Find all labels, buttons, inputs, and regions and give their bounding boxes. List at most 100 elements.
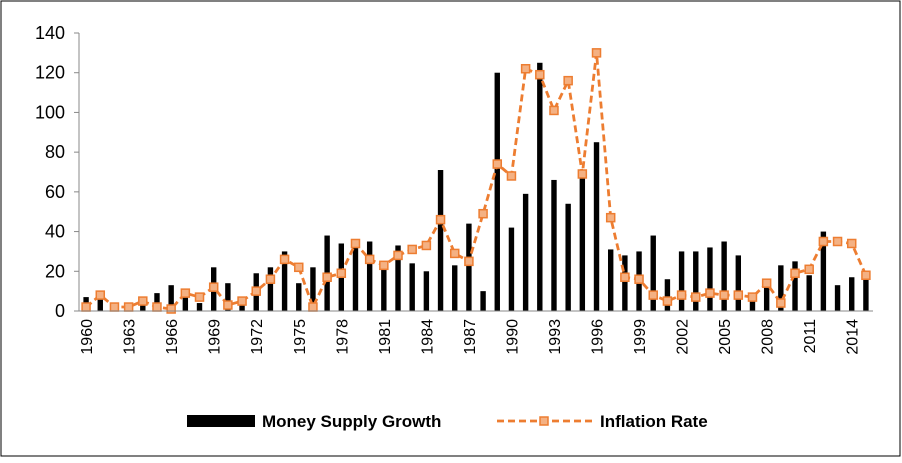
bar [607,249,614,311]
y-tick-label: 20 [45,261,65,281]
bar [452,265,458,311]
bar [97,299,103,311]
line-marker [846,238,857,249]
bar [707,247,713,311]
line-marker [605,212,616,223]
bar [820,231,827,311]
line-marker [251,286,261,296]
bar [721,241,727,311]
bar [622,255,628,311]
bar [522,193,529,311]
line-marker [308,302,318,312]
bar [423,271,430,311]
line-marker [818,236,829,247]
x-tick-label: 2011 [802,319,819,354]
line-marker [733,290,744,300]
bar [863,271,869,311]
bar [168,285,174,311]
bar [834,285,841,311]
bar [281,251,288,311]
line-marker [152,302,162,312]
line-marker [322,272,332,282]
bar [225,283,231,311]
y-tick-label: 40 [45,222,65,242]
line-marker [478,208,488,219]
x-tick-label: 1984 [419,319,436,355]
line-marker [747,292,758,302]
line-marker [705,288,715,298]
line-marker [577,169,588,179]
line-marker [761,278,772,288]
bar [678,251,685,311]
line-marker [81,302,91,312]
line-marker [407,244,417,255]
y-tick-label: 60 [45,182,65,202]
x-tick-label: 1993 [547,319,564,355]
bar [565,203,571,311]
bar [381,261,387,311]
x-tick-label: 1981 [377,319,394,355]
bar [551,179,557,311]
x-tick-label: 1999 [632,319,649,355]
line-marker [520,63,531,74]
bar [778,265,784,311]
line-marker [393,250,403,261]
line-marker [138,296,148,306]
line-marker [237,296,247,306]
line-marker [279,254,290,265]
line-marker [180,288,191,298]
bar [480,291,486,311]
bar [494,72,500,311]
bar [437,170,444,311]
line-marker [421,240,432,251]
bar [267,267,274,311]
line-marker [832,236,843,247]
line-marker [549,105,559,116]
x-tick-label: 1975 [292,319,309,355]
bar [296,283,302,311]
line-marker [790,268,800,279]
bar [352,241,359,311]
x-tick-label: 2005 [717,319,734,355]
bar [366,241,373,311]
line-marker [591,48,602,58]
legend-label: Money Supply Growth [262,412,441,431]
bar [537,62,543,312]
y-tick-label: 100 [35,102,65,122]
line-marker [506,171,517,181]
line-marker [776,298,786,308]
line-marker [662,296,673,306]
bar [849,277,855,311]
line-marker [336,268,347,279]
bar [239,301,245,311]
line-marker [804,264,814,275]
line-marker [166,304,176,314]
bar [806,275,812,311]
line-marker [492,159,503,169]
line-marker [861,270,871,281]
line-marker [464,256,474,267]
bar [664,279,671,311]
line-marker [379,260,389,271]
bar [310,267,316,311]
bar [140,303,146,311]
x-tick-label: 1969 [207,319,224,355]
x-tick-label: 1963 [122,319,139,355]
y-tick-label: 0 [55,301,65,321]
line-marker [350,238,361,249]
line-marker [294,262,304,273]
x-tick-label: 2002 [675,319,692,355]
line-marker [123,302,134,312]
line-marker [208,282,219,292]
line-marker [648,290,658,300]
bar [395,245,401,311]
bar [196,303,203,311]
y-tick-label: 80 [45,142,65,162]
y-tick-label: 140 [35,23,65,43]
x-tick-label: 1996 [590,319,607,355]
x-tick-label: 1990 [504,319,521,355]
line-marker [194,292,205,302]
x-tick-label: 1972 [249,319,266,355]
line-marker [535,69,545,80]
